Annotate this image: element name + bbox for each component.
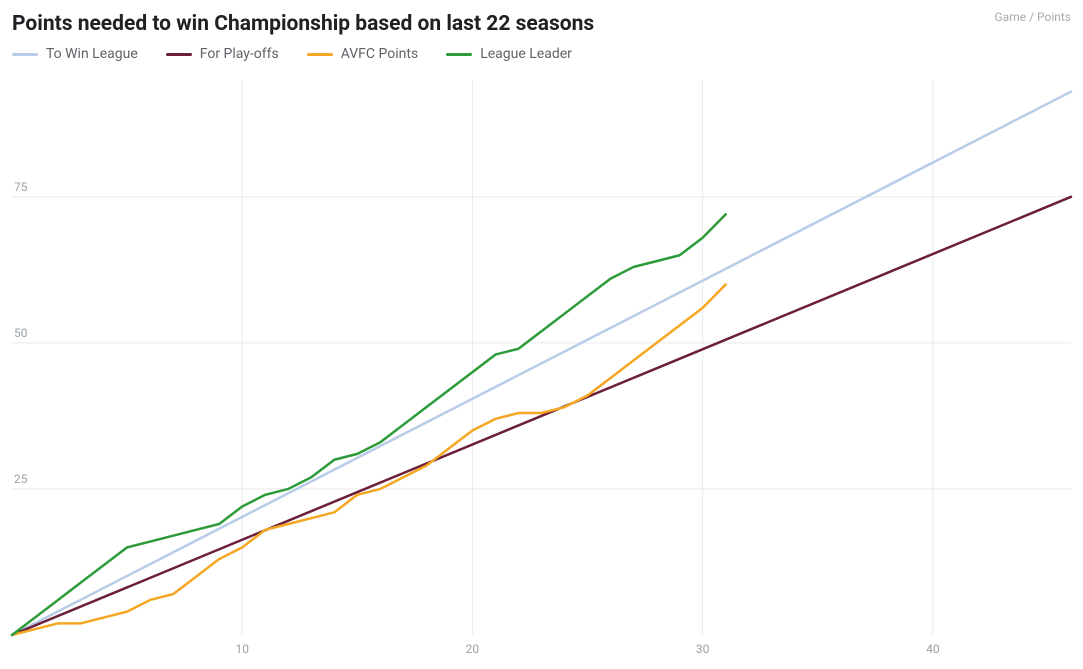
svg-text:20: 20 bbox=[466, 642, 480, 656]
svg-text:75: 75 bbox=[14, 180, 28, 194]
svg-text:40: 40 bbox=[926, 642, 940, 656]
svg-text:50: 50 bbox=[14, 326, 28, 340]
series-line bbox=[12, 284, 726, 635]
chart-plot: 25 50 75 10 20 30 40 bbox=[0, 0, 1083, 669]
series-line bbox=[12, 92, 1071, 635]
svg-text:10: 10 bbox=[235, 642, 249, 656]
series-line bbox=[12, 214, 726, 635]
chart-container: Points needed to win Championship based … bbox=[0, 0, 1083, 669]
series-line bbox=[12, 197, 1071, 635]
svg-text:25: 25 bbox=[14, 472, 28, 486]
svg-text:30: 30 bbox=[696, 642, 710, 656]
